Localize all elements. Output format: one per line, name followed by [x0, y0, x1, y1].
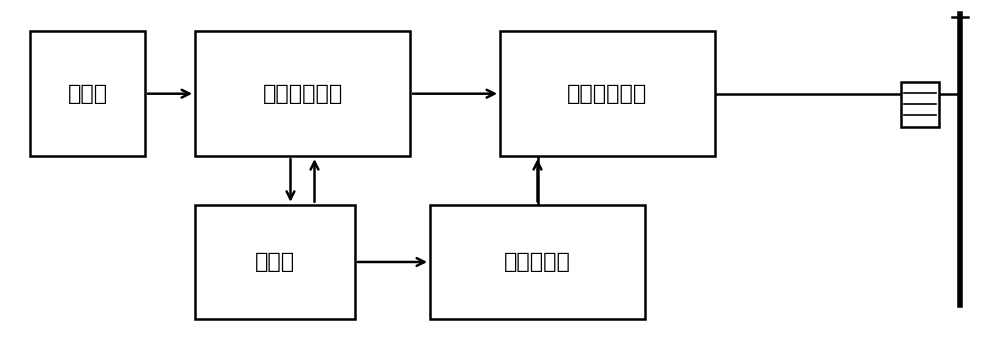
- Bar: [30, 31, 145, 156]
- Bar: [195, 31, 410, 156]
- Bar: [901, 82, 939, 127]
- Text: 阻抗匹配网络: 阻抗匹配网络: [567, 84, 648, 104]
- Text: 阻抗测量模块: 阻抗测量模块: [262, 84, 343, 104]
- Text: 匹配控制器: 匹配控制器: [504, 252, 571, 272]
- Bar: [430, 205, 645, 319]
- Text: 处理器: 处理器: [255, 252, 295, 272]
- Bar: [500, 31, 715, 156]
- Bar: [195, 205, 355, 319]
- Text: 收发机: 收发机: [67, 84, 108, 104]
